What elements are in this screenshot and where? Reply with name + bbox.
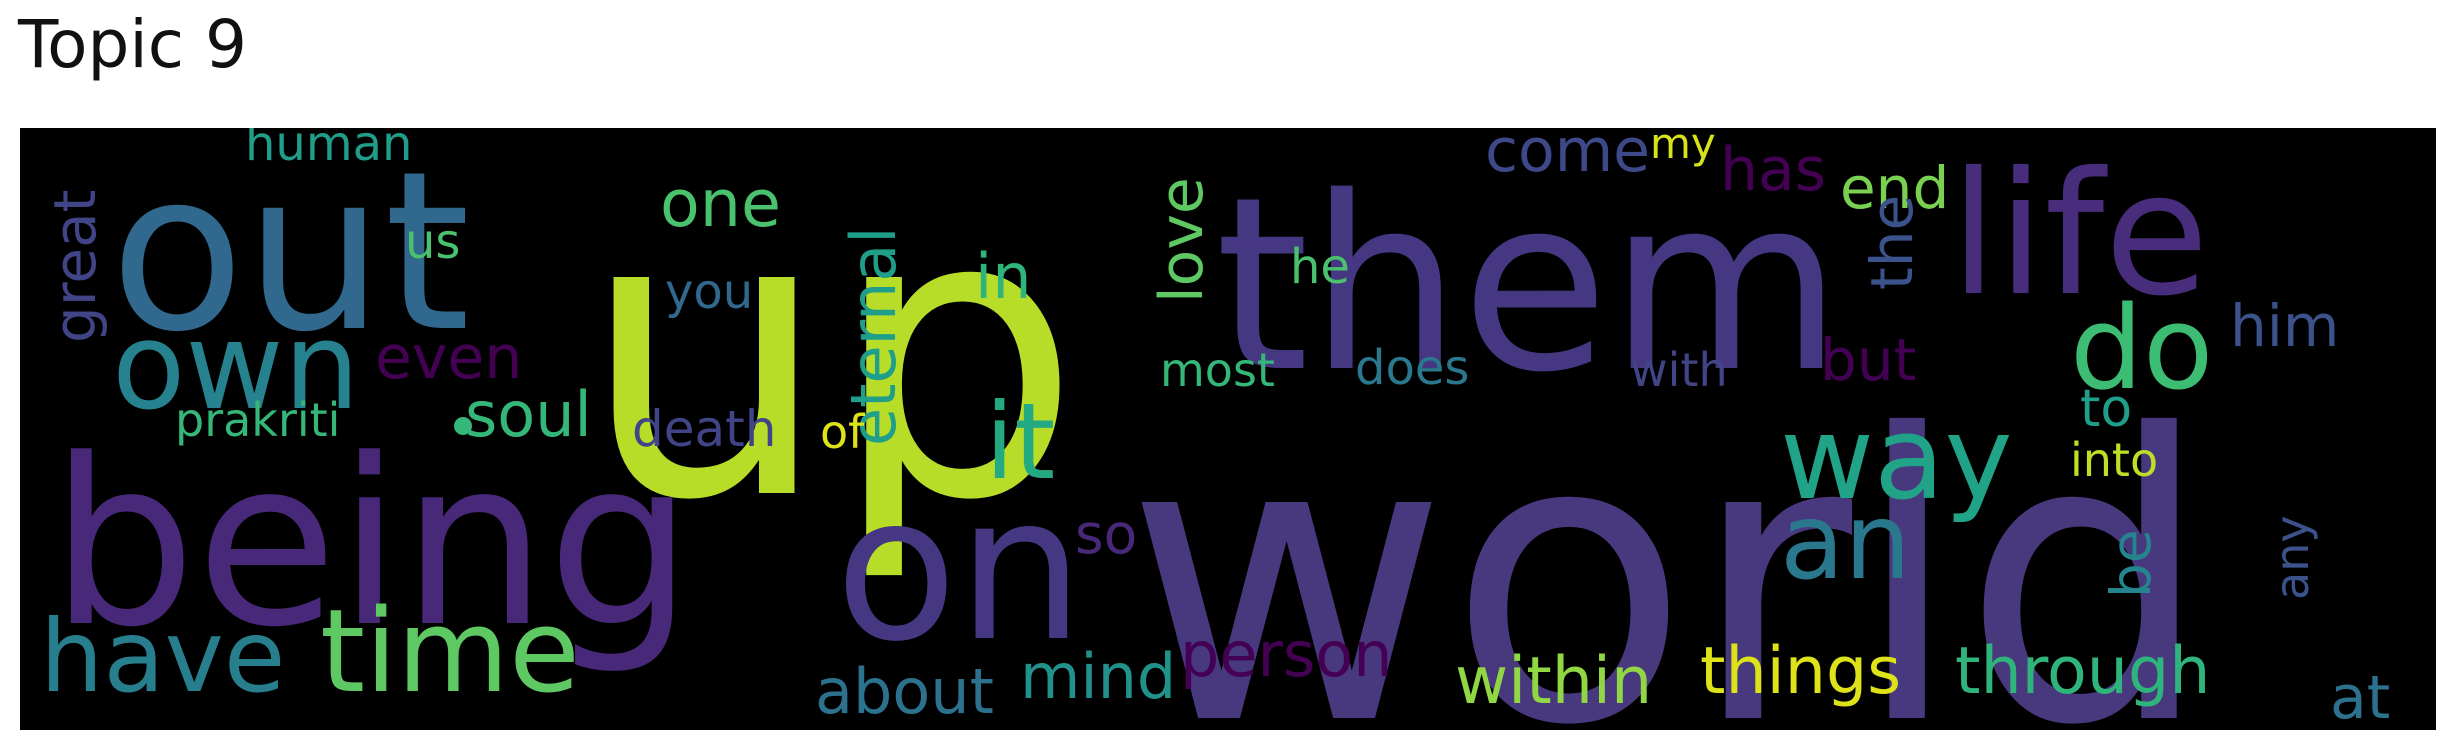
word-soul: soul bbox=[465, 378, 592, 451]
word-my: my bbox=[1650, 128, 1716, 168]
word-us: us bbox=[405, 214, 460, 270]
word-time: time bbox=[320, 585, 580, 719]
word-of: of bbox=[820, 405, 866, 459]
word-cloud: world up them being out life on own time have way d… bbox=[20, 128, 2436, 730]
word-any: any bbox=[2265, 515, 2319, 600]
word-has: has bbox=[1720, 135, 1826, 205]
word-him: him bbox=[2230, 292, 2339, 360]
word-even: even bbox=[375, 323, 522, 393]
word-an: an bbox=[1780, 481, 1911, 603]
page-title: Topic 9 bbox=[18, 6, 247, 83]
word-most: most bbox=[1160, 343, 1275, 397]
word-to: to bbox=[2080, 379, 2132, 439]
word-own: own bbox=[112, 298, 360, 437]
word-love: love bbox=[1147, 177, 1217, 303]
word-up: up bbox=[580, 128, 1081, 587]
word-world: world bbox=[1125, 352, 2213, 730]
word-does: does bbox=[1355, 340, 1469, 396]
word-one: one bbox=[660, 167, 781, 242]
word-end: end bbox=[1840, 154, 1949, 222]
word-you: you bbox=[665, 264, 753, 320]
dot-mark bbox=[454, 417, 472, 435]
word-but: but bbox=[1820, 326, 1916, 394]
word-the: the bbox=[1858, 195, 1926, 290]
word-it: it bbox=[985, 381, 1055, 503]
word-he: he bbox=[1290, 239, 1350, 295]
word-with: with bbox=[1630, 343, 1728, 397]
word-at: at bbox=[2330, 663, 2390, 730]
word-human: human bbox=[245, 128, 412, 172]
word-death: death bbox=[632, 400, 776, 458]
word-come: come bbox=[1485, 128, 1650, 186]
word-be: be bbox=[2099, 529, 2163, 598]
word-into: into bbox=[2070, 433, 2158, 487]
word-way: way bbox=[1780, 392, 2013, 526]
word-about: about bbox=[815, 655, 994, 728]
word-person: person bbox=[1180, 618, 1393, 691]
word-do: do bbox=[2070, 282, 2213, 416]
word-being: being bbox=[50, 411, 693, 678]
word-in: in bbox=[975, 240, 1032, 313]
word-them: them bbox=[1215, 145, 1843, 425]
word-through: through bbox=[1955, 634, 2210, 709]
word-so: so bbox=[1075, 502, 1137, 566]
word-within: within bbox=[1455, 644, 1652, 719]
word-on: on bbox=[835, 453, 1084, 686]
word-life: life bbox=[1950, 136, 2209, 334]
word-great: great bbox=[41, 190, 109, 343]
word-prakriti: prakriti bbox=[175, 393, 340, 447]
word-eternal: eternal bbox=[837, 226, 910, 446]
word-things: things bbox=[1700, 634, 1901, 709]
word-mind: mind bbox=[1020, 640, 1176, 713]
word-have: have bbox=[40, 598, 285, 715]
word-out: out bbox=[110, 128, 470, 380]
